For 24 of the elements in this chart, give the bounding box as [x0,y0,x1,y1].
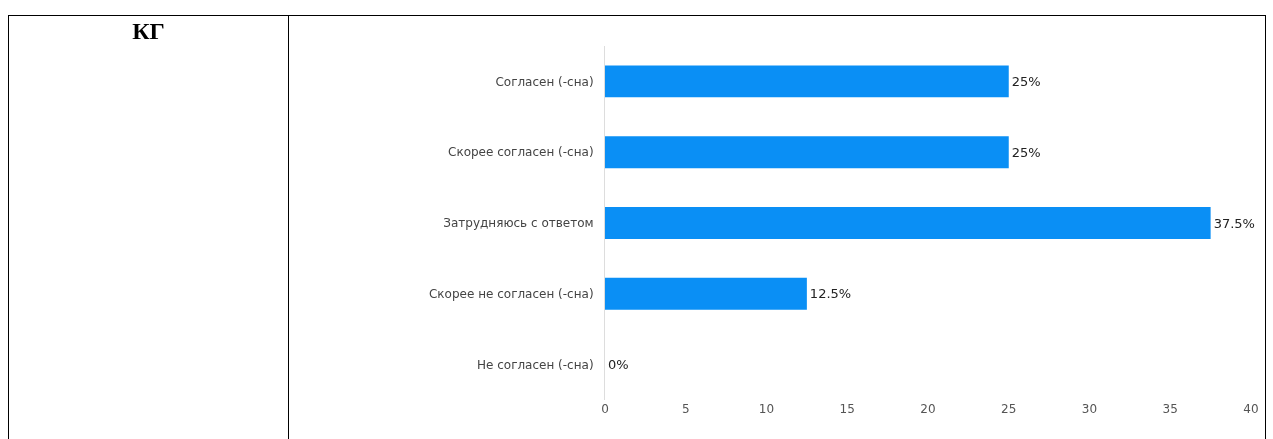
bar [605,207,1211,239]
data-label: 0% [608,357,629,373]
data-label: 25% [1011,144,1041,160]
y-tick-label: Скорее согласен (-сна) [448,145,594,160]
x-tick-label: 40 [1243,402,1259,416]
x-tick-label: 30 [1081,402,1098,416]
y-tick-label: Затрудняюсь с ответом [443,216,594,231]
text: КГ [131,18,166,45]
data-label: 37.5% [1213,215,1255,231]
y-tick-label: Согласен (-сна) [495,74,594,89]
x-tick-label: 20 [920,402,936,416]
x-tick-label: 15 [839,402,855,416]
data-label: 12.5% [809,286,852,302]
x-tick-label: 0 [601,402,609,416]
data-label: 25% [1011,73,1041,89]
bar [605,277,807,310]
x-tick-label: 5 [681,402,690,416]
bar [605,136,1009,169]
x-tick-label: 10 [758,402,775,416]
y-tick-label: Не согласен (-сна) [476,357,594,372]
bar [605,65,1009,98]
x-tick-label: 25 [1001,402,1017,416]
y-tick-label: Скорее не согласен (-сна) [428,287,594,301]
x-tick-label: 35 [1162,402,1178,416]
